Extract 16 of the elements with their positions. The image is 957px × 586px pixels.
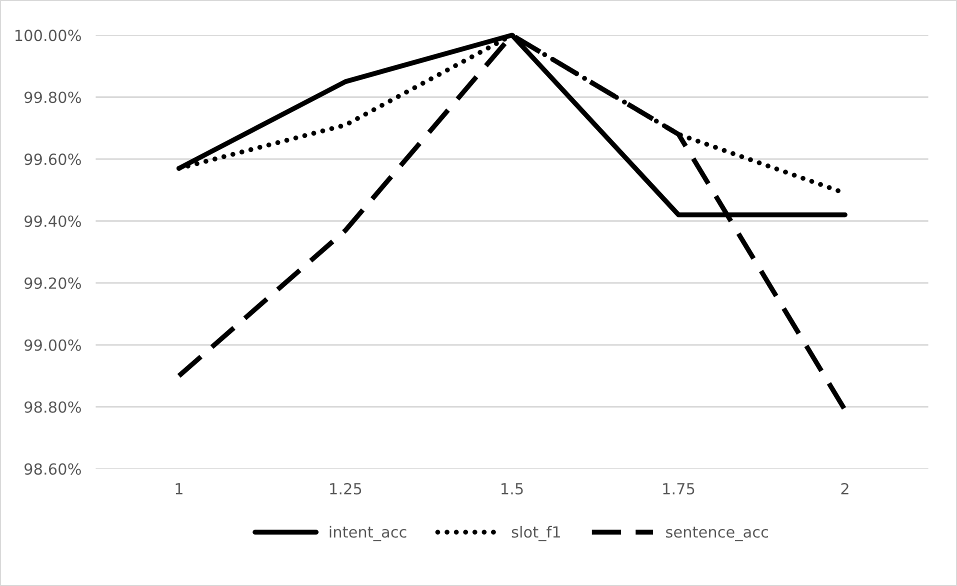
y-tick-label: 98.80% [24,401,81,413]
x-tick-label: 1.25 [330,482,362,495]
y-tick-label: 100.00% [16,30,81,42]
legend-label: sentence_acc [666,526,768,542]
y-tick-label: 98.60% [24,463,81,475]
x-tick-label: 1.75 [663,483,694,495]
x-tick-label: 1 [176,483,182,494]
y-tick-label: 99.20% [24,277,81,289]
y-tick-label: 99.80% [24,92,81,104]
y-tick-label: 99.00% [24,339,81,351]
legend-label: intent_acc [330,526,406,542]
x-tick-label: 2 [841,482,848,494]
y-tick-label: 99.40% [24,215,81,228]
x-tick-label: 1.5 [502,483,523,495]
y-tick-label: 99.60% [24,154,81,166]
legend-label: slot_f1 [512,526,560,542]
